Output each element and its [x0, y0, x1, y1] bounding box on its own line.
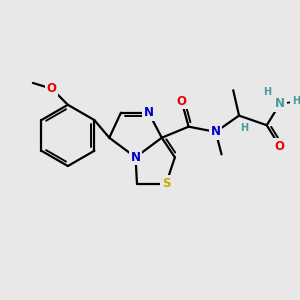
Text: H: H	[240, 123, 248, 133]
Text: N: N	[211, 125, 221, 138]
Text: H: H	[292, 96, 300, 106]
Text: N: N	[130, 151, 140, 164]
Text: O: O	[177, 94, 187, 107]
Text: O: O	[47, 82, 57, 95]
Text: H: H	[263, 87, 271, 97]
Text: N: N	[275, 98, 285, 110]
Text: O: O	[275, 140, 285, 153]
Text: S: S	[162, 177, 170, 190]
Text: N: N	[144, 106, 154, 119]
